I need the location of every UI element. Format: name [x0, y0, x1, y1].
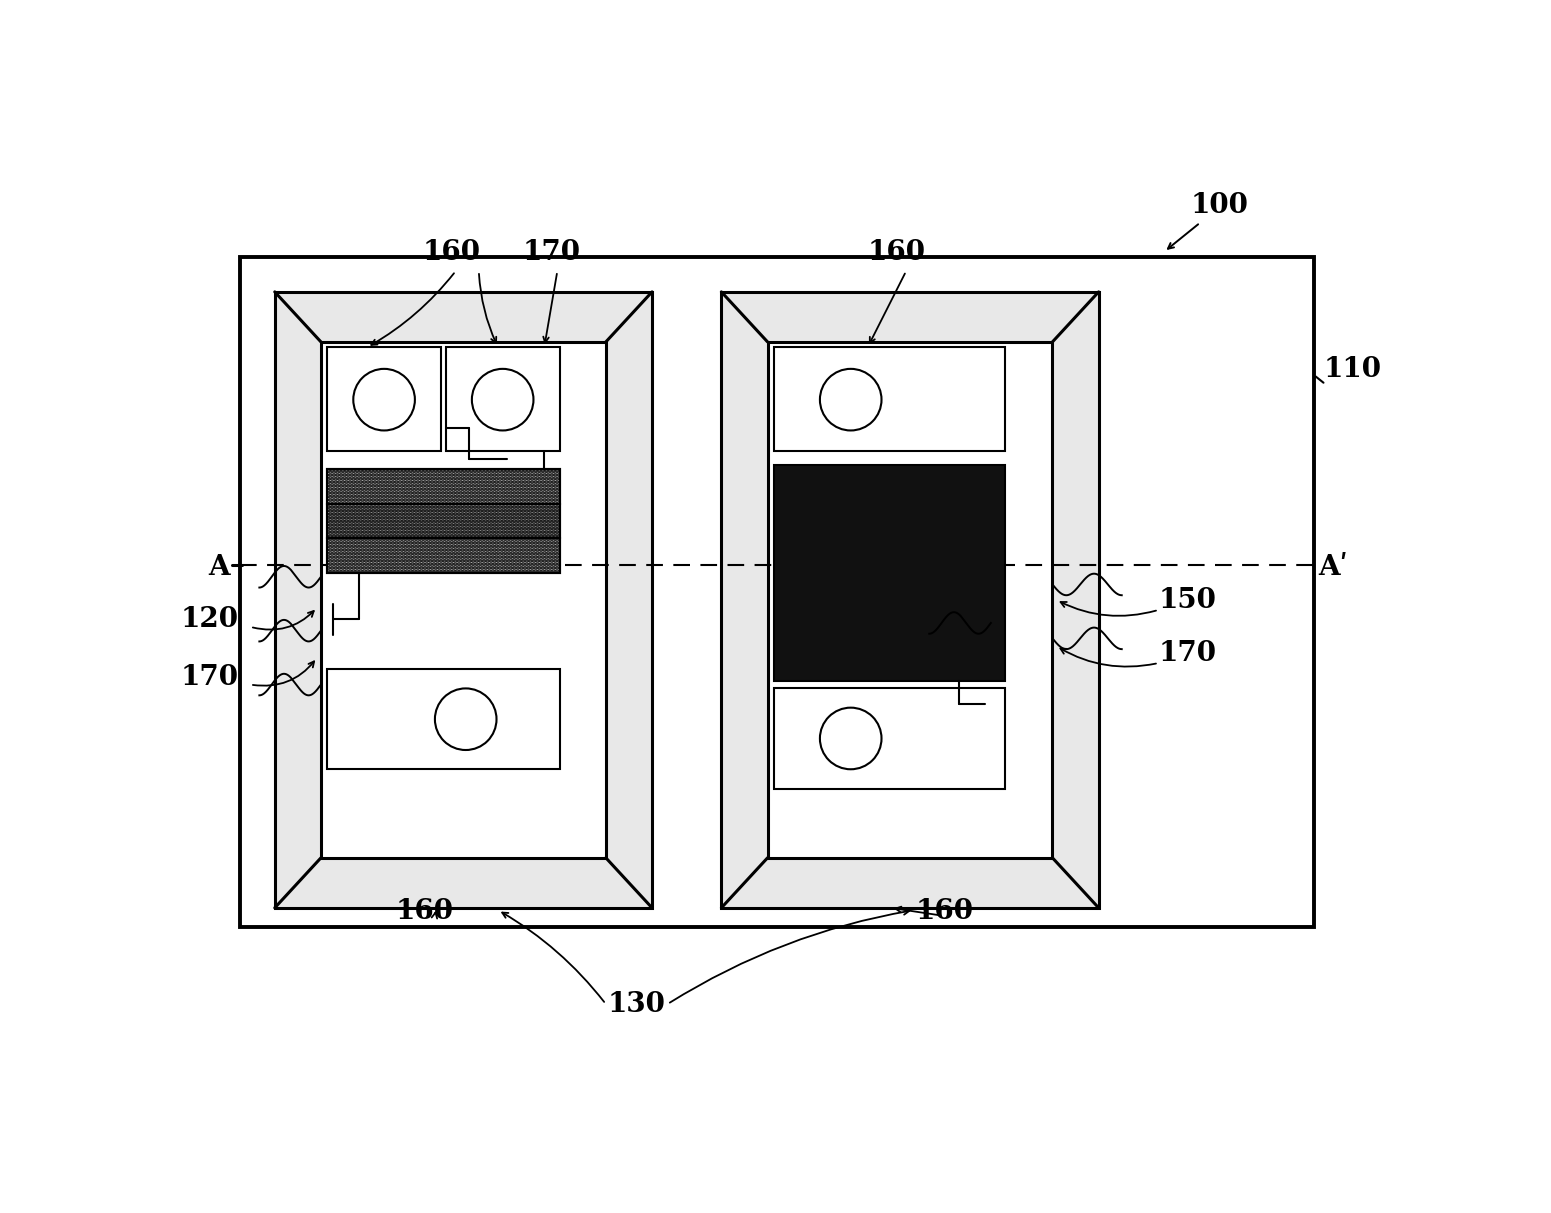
Bar	[774, 689, 1005, 788]
Text: 170: 170	[523, 239, 582, 266]
Bar	[768, 342, 1053, 858]
Circle shape	[354, 369, 416, 431]
Bar	[327, 670, 560, 769]
Circle shape	[820, 707, 881, 769]
Text: 110: 110	[1323, 355, 1382, 382]
Text: A: A	[208, 554, 230, 581]
Bar	[321, 342, 606, 858]
Text: 160: 160	[869, 239, 926, 266]
Bar	[327, 539, 560, 573]
Bar	[774, 465, 1005, 680]
Text: 160: 160	[396, 899, 454, 926]
Circle shape	[434, 689, 496, 750]
Text: Aʹ: Aʹ	[1318, 554, 1348, 581]
Bar	[275, 292, 651, 907]
Bar	[721, 292, 1098, 907]
Bar	[240, 257, 1314, 927]
Bar	[327, 469, 560, 503]
Text: 150: 150	[1159, 587, 1216, 614]
Text: 160: 160	[915, 899, 974, 926]
Text: 160: 160	[423, 239, 481, 266]
Text: 170: 170	[180, 664, 239, 690]
Bar	[774, 347, 1005, 451]
Text: 120: 120	[180, 605, 239, 633]
Bar	[327, 347, 440, 451]
Circle shape	[472, 369, 534, 431]
Circle shape	[820, 369, 881, 431]
Bar	[327, 503, 560, 539]
Bar	[327, 469, 560, 573]
Bar	[445, 347, 560, 451]
Text: 130: 130	[608, 991, 665, 1018]
Text: 170: 170	[1159, 640, 1216, 667]
Text: 100: 100	[1191, 193, 1249, 220]
